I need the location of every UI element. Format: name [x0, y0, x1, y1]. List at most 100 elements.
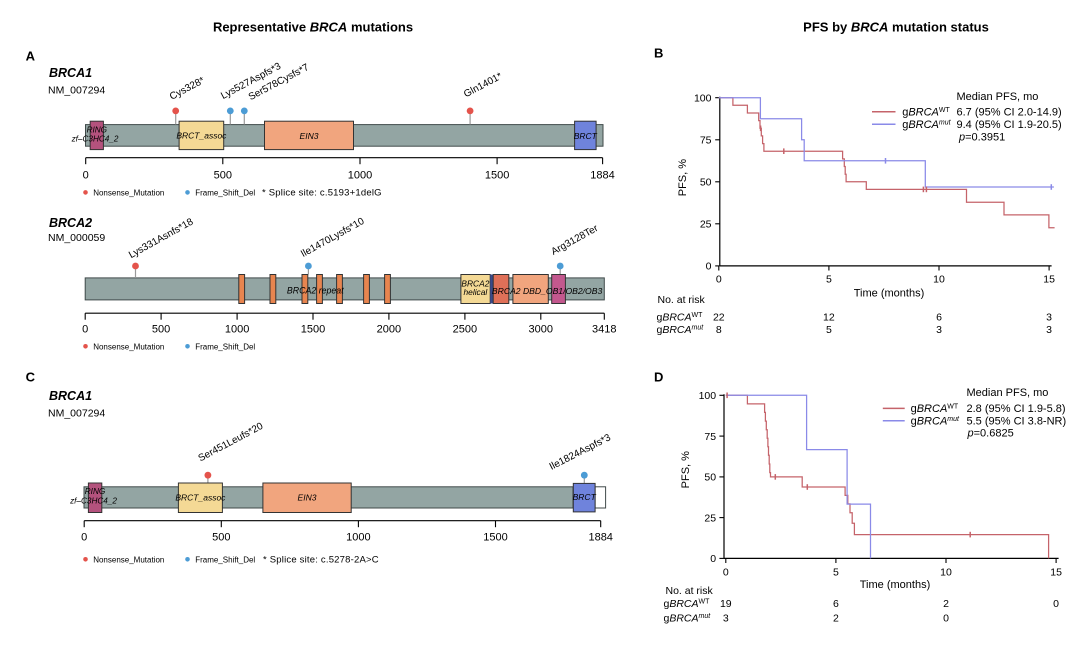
svg-text:EIN3: EIN3 [300, 131, 319, 141]
svg-text:5.5 (95% CI 3.8-NR): 5.5 (95% CI 3.8-NR) [967, 415, 1067, 427]
svg-text:C: C [26, 369, 36, 384]
svg-text:Nonsense_Mutation: Nonsense_Mutation [93, 342, 164, 351]
svg-text:No. at risk: No. at risk [666, 585, 714, 597]
svg-text:Time (months): Time (months) [860, 579, 931, 591]
svg-text:0: 0 [83, 170, 89, 182]
svg-text:0: 0 [81, 532, 87, 544]
svg-text:5: 5 [826, 273, 832, 285]
svg-text:BRCA1: BRCA1 [49, 66, 92, 80]
svg-text:5: 5 [833, 566, 839, 578]
svg-text:gBRCAWT: gBRCAWT [664, 598, 711, 610]
svg-text:D: D [654, 370, 663, 385]
svg-text:19: 19 [720, 598, 732, 610]
svg-text:2: 2 [833, 612, 839, 624]
svg-text:BRCT: BRCT [573, 492, 597, 502]
svg-text:p=0.3951: p=0.3951 [958, 131, 1005, 143]
svg-text:100: 100 [694, 92, 712, 104]
svg-text:0: 0 [723, 566, 729, 578]
svg-text:zf–C3HC4_2: zf–C3HC4_2 [69, 496, 117, 505]
svg-text:* Splice site: c.5193+1delG: * Splice site: c.5193+1delG [262, 188, 382, 199]
svg-text:p=0.6825: p=0.6825 [967, 428, 1014, 440]
svg-text:500: 500 [152, 324, 170, 336]
svg-text:Median PFS, mo: Median PFS, mo [957, 91, 1039, 103]
svg-text:8: 8 [716, 324, 722, 336]
svg-text:PFS, %: PFS, % [680, 451, 692, 489]
svg-text:75: 75 [700, 134, 712, 146]
svg-text:2500: 2500 [453, 324, 477, 336]
svg-text:6: 6 [936, 312, 942, 324]
svg-text:0: 0 [82, 324, 88, 336]
svg-text:Nonsense_Mutation: Nonsense_Mutation [93, 189, 164, 198]
svg-text:3418: 3418 [592, 324, 616, 336]
svg-text:25: 25 [704, 512, 716, 524]
svg-text:2: 2 [943, 598, 949, 610]
svg-text:15: 15 [1050, 566, 1062, 578]
svg-text:PFS, %: PFS, % [677, 159, 689, 197]
svg-text:3: 3 [1046, 324, 1052, 336]
svg-text:BRCA2: BRCA2 [461, 278, 489, 288]
svg-text:Frame_Shift_Del: Frame_Shift_Del [195, 555, 255, 564]
svg-text:B: B [654, 46, 663, 61]
svg-text:BRCA1: BRCA1 [49, 389, 92, 403]
svg-text:1500: 1500 [301, 324, 325, 336]
svg-text:1500: 1500 [485, 170, 509, 182]
svg-text:500: 500 [212, 532, 230, 544]
svg-text:25: 25 [700, 219, 712, 231]
svg-text:1000: 1000 [346, 532, 370, 544]
svg-text:0: 0 [706, 261, 712, 273]
svg-text:2.8 (95% CI 1.9-5.8): 2.8 (95% CI 1.9-5.8) [967, 403, 1066, 415]
svg-text:Median PFS, mo: Median PFS, mo [967, 387, 1049, 399]
svg-text:RING: RING [85, 487, 106, 496]
svg-text:10: 10 [933, 273, 945, 285]
svg-text:RING: RING [87, 126, 108, 135]
svg-text:Representative BRCA mutations: Representative BRCA mutations [213, 19, 413, 34]
svg-text:10: 10 [940, 566, 952, 578]
svg-text:gBRCAWT: gBRCAWT [911, 403, 959, 415]
svg-text:3: 3 [936, 324, 942, 336]
svg-text:Frame_Shift_Del: Frame_Shift_Del [195, 189, 255, 198]
svg-text:1500: 1500 [483, 532, 507, 544]
svg-text:1000: 1000 [225, 324, 249, 336]
svg-text:* Splice site: c.5278-2A>C: * Splice site: c.5278-2A>C [263, 554, 379, 565]
svg-text:3: 3 [1046, 312, 1052, 324]
svg-text:NM_007294: NM_007294 [48, 408, 105, 420]
svg-text:gBRCAWT: gBRCAWT [657, 312, 704, 324]
svg-text:75: 75 [704, 431, 716, 443]
svg-text:NM_007294: NM_007294 [48, 85, 105, 97]
svg-text:BRCT_assoc: BRCT_assoc [176, 131, 227, 141]
svg-text:6: 6 [833, 598, 839, 610]
svg-text:0: 0 [716, 273, 722, 285]
svg-text:helical: helical [464, 287, 489, 297]
svg-text:gBRCAmut: gBRCAmut [902, 119, 951, 131]
svg-text:EIN3: EIN3 [298, 493, 317, 503]
svg-text:1000: 1000 [348, 170, 372, 182]
svg-text:2000: 2000 [377, 324, 401, 336]
svg-text:Nonsense_Mutation: Nonsense_Mutation [93, 555, 164, 564]
svg-text:15: 15 [1043, 273, 1055, 285]
svg-text:50: 50 [704, 472, 716, 484]
svg-text:22: 22 [713, 312, 725, 324]
svg-text:Frame_Shift_Del: Frame_Shift_Del [195, 342, 255, 351]
svg-text:gBRCAWT: gBRCAWT [902, 107, 950, 119]
svg-text:12: 12 [823, 312, 835, 324]
svg-text:1884: 1884 [588, 532, 612, 544]
svg-text:A: A [26, 48, 36, 63]
svg-text:BRCA2: BRCA2 [49, 216, 92, 230]
svg-text:50: 50 [700, 177, 712, 189]
svg-text:zf–C3HC4_2: zf–C3HC4_2 [71, 135, 119, 144]
svg-text:PFS by BRCA mutation status: PFS by BRCA mutation status [803, 19, 989, 34]
svg-text:1884: 1884 [590, 170, 614, 182]
svg-text:Time (months): Time (months) [854, 288, 925, 300]
svg-text:6.7 (95% CI 2.0-14.9): 6.7 (95% CI 2.0-14.9) [957, 107, 1062, 119]
svg-text:No. at risk: No. at risk [658, 294, 706, 306]
svg-text:0: 0 [943, 612, 949, 624]
svg-text:100: 100 [699, 390, 717, 402]
svg-text:BRCT: BRCT [574, 131, 598, 141]
svg-text:500: 500 [214, 170, 232, 182]
svg-text:0: 0 [1053, 598, 1059, 610]
svg-text:BRCA2 DBD_OB1/OB2/OB3: BRCA2 DBD_OB1/OB2/OB3 [492, 286, 603, 296]
svg-text:3000: 3000 [529, 324, 553, 336]
svg-text:BRCT_assoc: BRCT_assoc [175, 493, 226, 503]
svg-text:9.4 (95% CI 1.9-20.5): 9.4 (95% CI 1.9-20.5) [957, 119, 1062, 131]
svg-text:3: 3 [723, 612, 729, 624]
